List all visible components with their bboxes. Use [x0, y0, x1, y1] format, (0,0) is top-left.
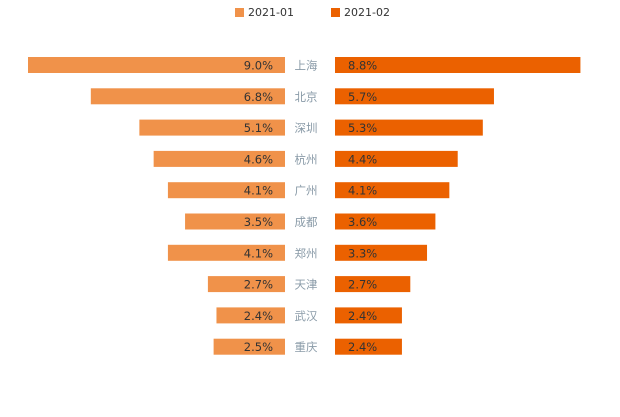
bar-2021-01-6[interactable] — [167, 244, 285, 261]
category-label-0: 上海 — [295, 59, 318, 73]
bar-2021-01-1[interactable] — [90, 88, 285, 105]
data-label-2021-01-8: 2.4% — [244, 309, 273, 323]
data-label-2021-02-7: 2.7% — [348, 278, 377, 292]
data-label-2021-01-0: 9.0% — [244, 59, 273, 73]
data-label-2021-01-3: 4.6% — [244, 152, 273, 166]
data-label-2021-02-2: 5.3% — [348, 121, 377, 135]
bars-group: 9.0% 8.8% 上海 6.8% 5.7% 北京 5.1% 5.3% 深圳 4.6% 4.4% 杭州… — [28, 57, 581, 355]
category-label-9: 重庆 — [295, 340, 318, 354]
data-label-2021-02-0: 8.8% — [348, 59, 377, 73]
data-label-2021-02-9: 2.4% — [348, 340, 377, 354]
legend-label-2021-02[interactable]: 2021-02 — [344, 6, 390, 19]
bar-2021-02-5[interactable] — [335, 213, 436, 230]
bar-2021-02-0[interactable] — [335, 57, 581, 73]
category-label-7: 天津 — [295, 278, 318, 292]
legend-label-2021-01[interactable]: 2021-01 — [248, 6, 294, 19]
category-label-1: 北京 — [295, 90, 318, 104]
legend-swatch-2021-02 — [331, 8, 340, 17]
bar-2021-01-0[interactable] — [28, 57, 285, 73]
legend: 2021-01 2021-02 — [235, 6, 390, 19]
bar-2021-02-6[interactable] — [335, 244, 428, 261]
bar-2021-02-7[interactable] — [335, 276, 411, 293]
data-label-2021-01-7: 2.7% — [244, 278, 273, 292]
data-label-2021-02-5: 3.6% — [348, 215, 377, 229]
data-label-2021-02-6: 3.3% — [348, 246, 377, 260]
data-label-2021-01-2: 5.1% — [244, 121, 273, 135]
data-label-2021-01-1: 6.8% — [244, 90, 273, 104]
category-label-3: 杭州 — [295, 152, 318, 166]
bar-2021-02-4[interactable] — [335, 182, 450, 199]
bar-2021-02-3[interactable] — [335, 150, 458, 167]
data-label-2021-01-4: 4.1% — [244, 184, 273, 198]
category-label-4: 广州 — [295, 184, 318, 198]
bar-2021-02-2[interactable] — [335, 119, 483, 136]
bar-2021-01-9[interactable] — [213, 338, 285, 355]
data-label-2021-01-5: 3.5% — [244, 215, 273, 229]
data-label-2021-02-8: 2.4% — [348, 309, 377, 323]
category-label-8: 武汉 — [295, 309, 318, 323]
category-label-6: 郑州 — [295, 246, 318, 260]
data-label-2021-01-6: 4.1% — [244, 246, 273, 260]
bar-2021-01-3[interactable] — [153, 150, 285, 167]
data-label-2021-02-4: 4.1% — [348, 184, 377, 198]
data-label-2021-02-1: 5.7% — [348, 90, 377, 104]
bar-2021-01-7[interactable] — [207, 276, 285, 293]
category-label-5: 成都 — [295, 215, 318, 229]
bar-2021-01-4[interactable] — [167, 182, 285, 199]
bar-2021-01-5[interactable] — [185, 213, 285, 230]
bar-2021-01-8[interactable] — [216, 307, 285, 324]
legend-swatch-2021-01 — [235, 8, 244, 17]
bar-2021-01-2[interactable] — [139, 119, 285, 136]
bar-2021-02-8[interactable] — [335, 307, 402, 324]
bar-2021-02-9[interactable] — [335, 338, 402, 355]
category-label-2: 深圳 — [295, 121, 318, 135]
data-label-2021-02-3: 4.4% — [348, 152, 377, 166]
bar-2021-02-1[interactable] — [335, 88, 494, 105]
data-label-2021-01-9: 2.5% — [244, 340, 273, 354]
